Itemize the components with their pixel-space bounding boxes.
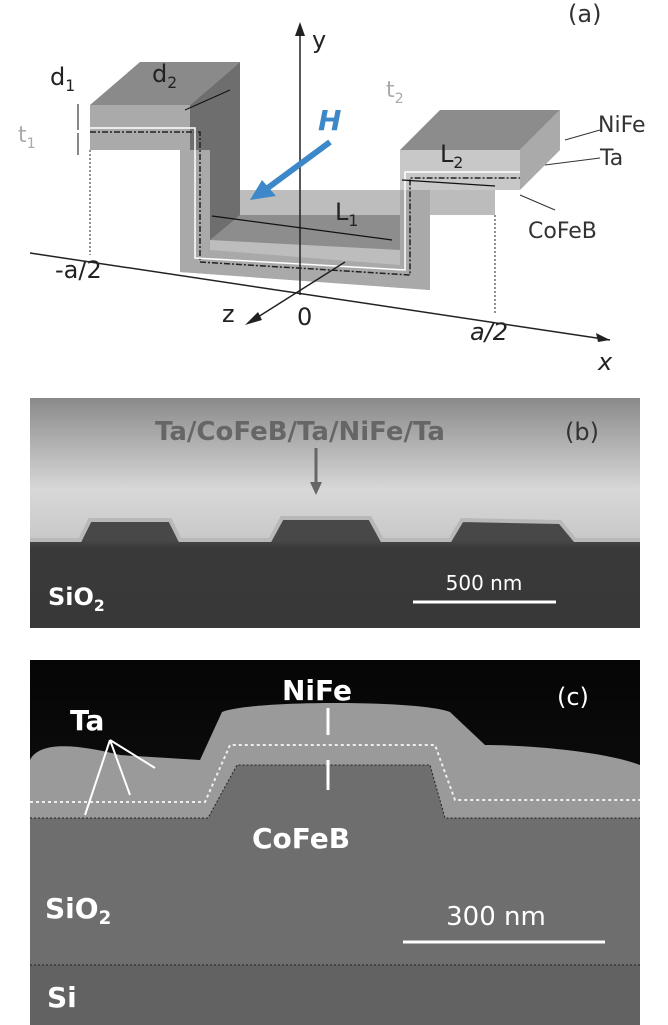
y-arrow xyxy=(295,22,305,36)
panel-c: NiFe (c) Ta CoFeB SiO2 Si 300 nm xyxy=(30,660,640,1025)
axis-label: x xyxy=(597,348,613,376)
cofeb-pointer xyxy=(520,195,555,210)
stack-label: Ta/CoFeB/Ta/NiFe/Ta xyxy=(155,417,445,447)
axis-label: y xyxy=(312,26,326,54)
origin-label: 0 xyxy=(297,303,312,331)
layer-label: NiFe xyxy=(598,113,646,138)
dim-label: d1 xyxy=(50,63,75,95)
panel-a: (a) y x z 0 -a/2 a/2 H NiFe Ta CoFeB d1 … xyxy=(18,0,646,376)
layer-label: Ta xyxy=(599,146,623,171)
right-lower xyxy=(430,190,495,215)
layer-label: NiFe xyxy=(282,674,352,707)
substrate xyxy=(30,518,640,628)
panel-label: (c) xyxy=(557,683,589,711)
field-arrow xyxy=(265,142,330,190)
si-layer xyxy=(30,965,640,1025)
layer-label: CoFeB xyxy=(528,219,597,244)
layer-label: CoFeB xyxy=(252,822,350,855)
z-arrow xyxy=(245,312,262,325)
panel-label: (a) xyxy=(568,0,601,28)
ta-pointer xyxy=(545,158,600,165)
axis-label: z xyxy=(222,300,235,328)
dim-label: t2 xyxy=(386,78,404,107)
substrate-label: Si xyxy=(47,981,77,1014)
panel-b: Ta/CoFeB/Ta/NiFe/Ta (b) SiO2 500 nm xyxy=(30,398,640,628)
scale-label: 300 nm xyxy=(446,902,546,932)
nife-pointer xyxy=(565,130,600,140)
position-label: a/2 xyxy=(470,318,508,346)
layer-label: Ta xyxy=(70,704,104,737)
dim-label: t1 xyxy=(18,123,36,152)
position-label: -a/2 xyxy=(55,256,102,284)
x-arrow xyxy=(596,333,610,342)
scale-label: 500 nm xyxy=(446,571,523,595)
field-label: H xyxy=(318,104,341,137)
panel-label: (b) xyxy=(565,418,599,446)
figure: (a) y x z 0 -a/2 a/2 H NiFe Ta CoFeB d1 … xyxy=(0,0,668,1025)
